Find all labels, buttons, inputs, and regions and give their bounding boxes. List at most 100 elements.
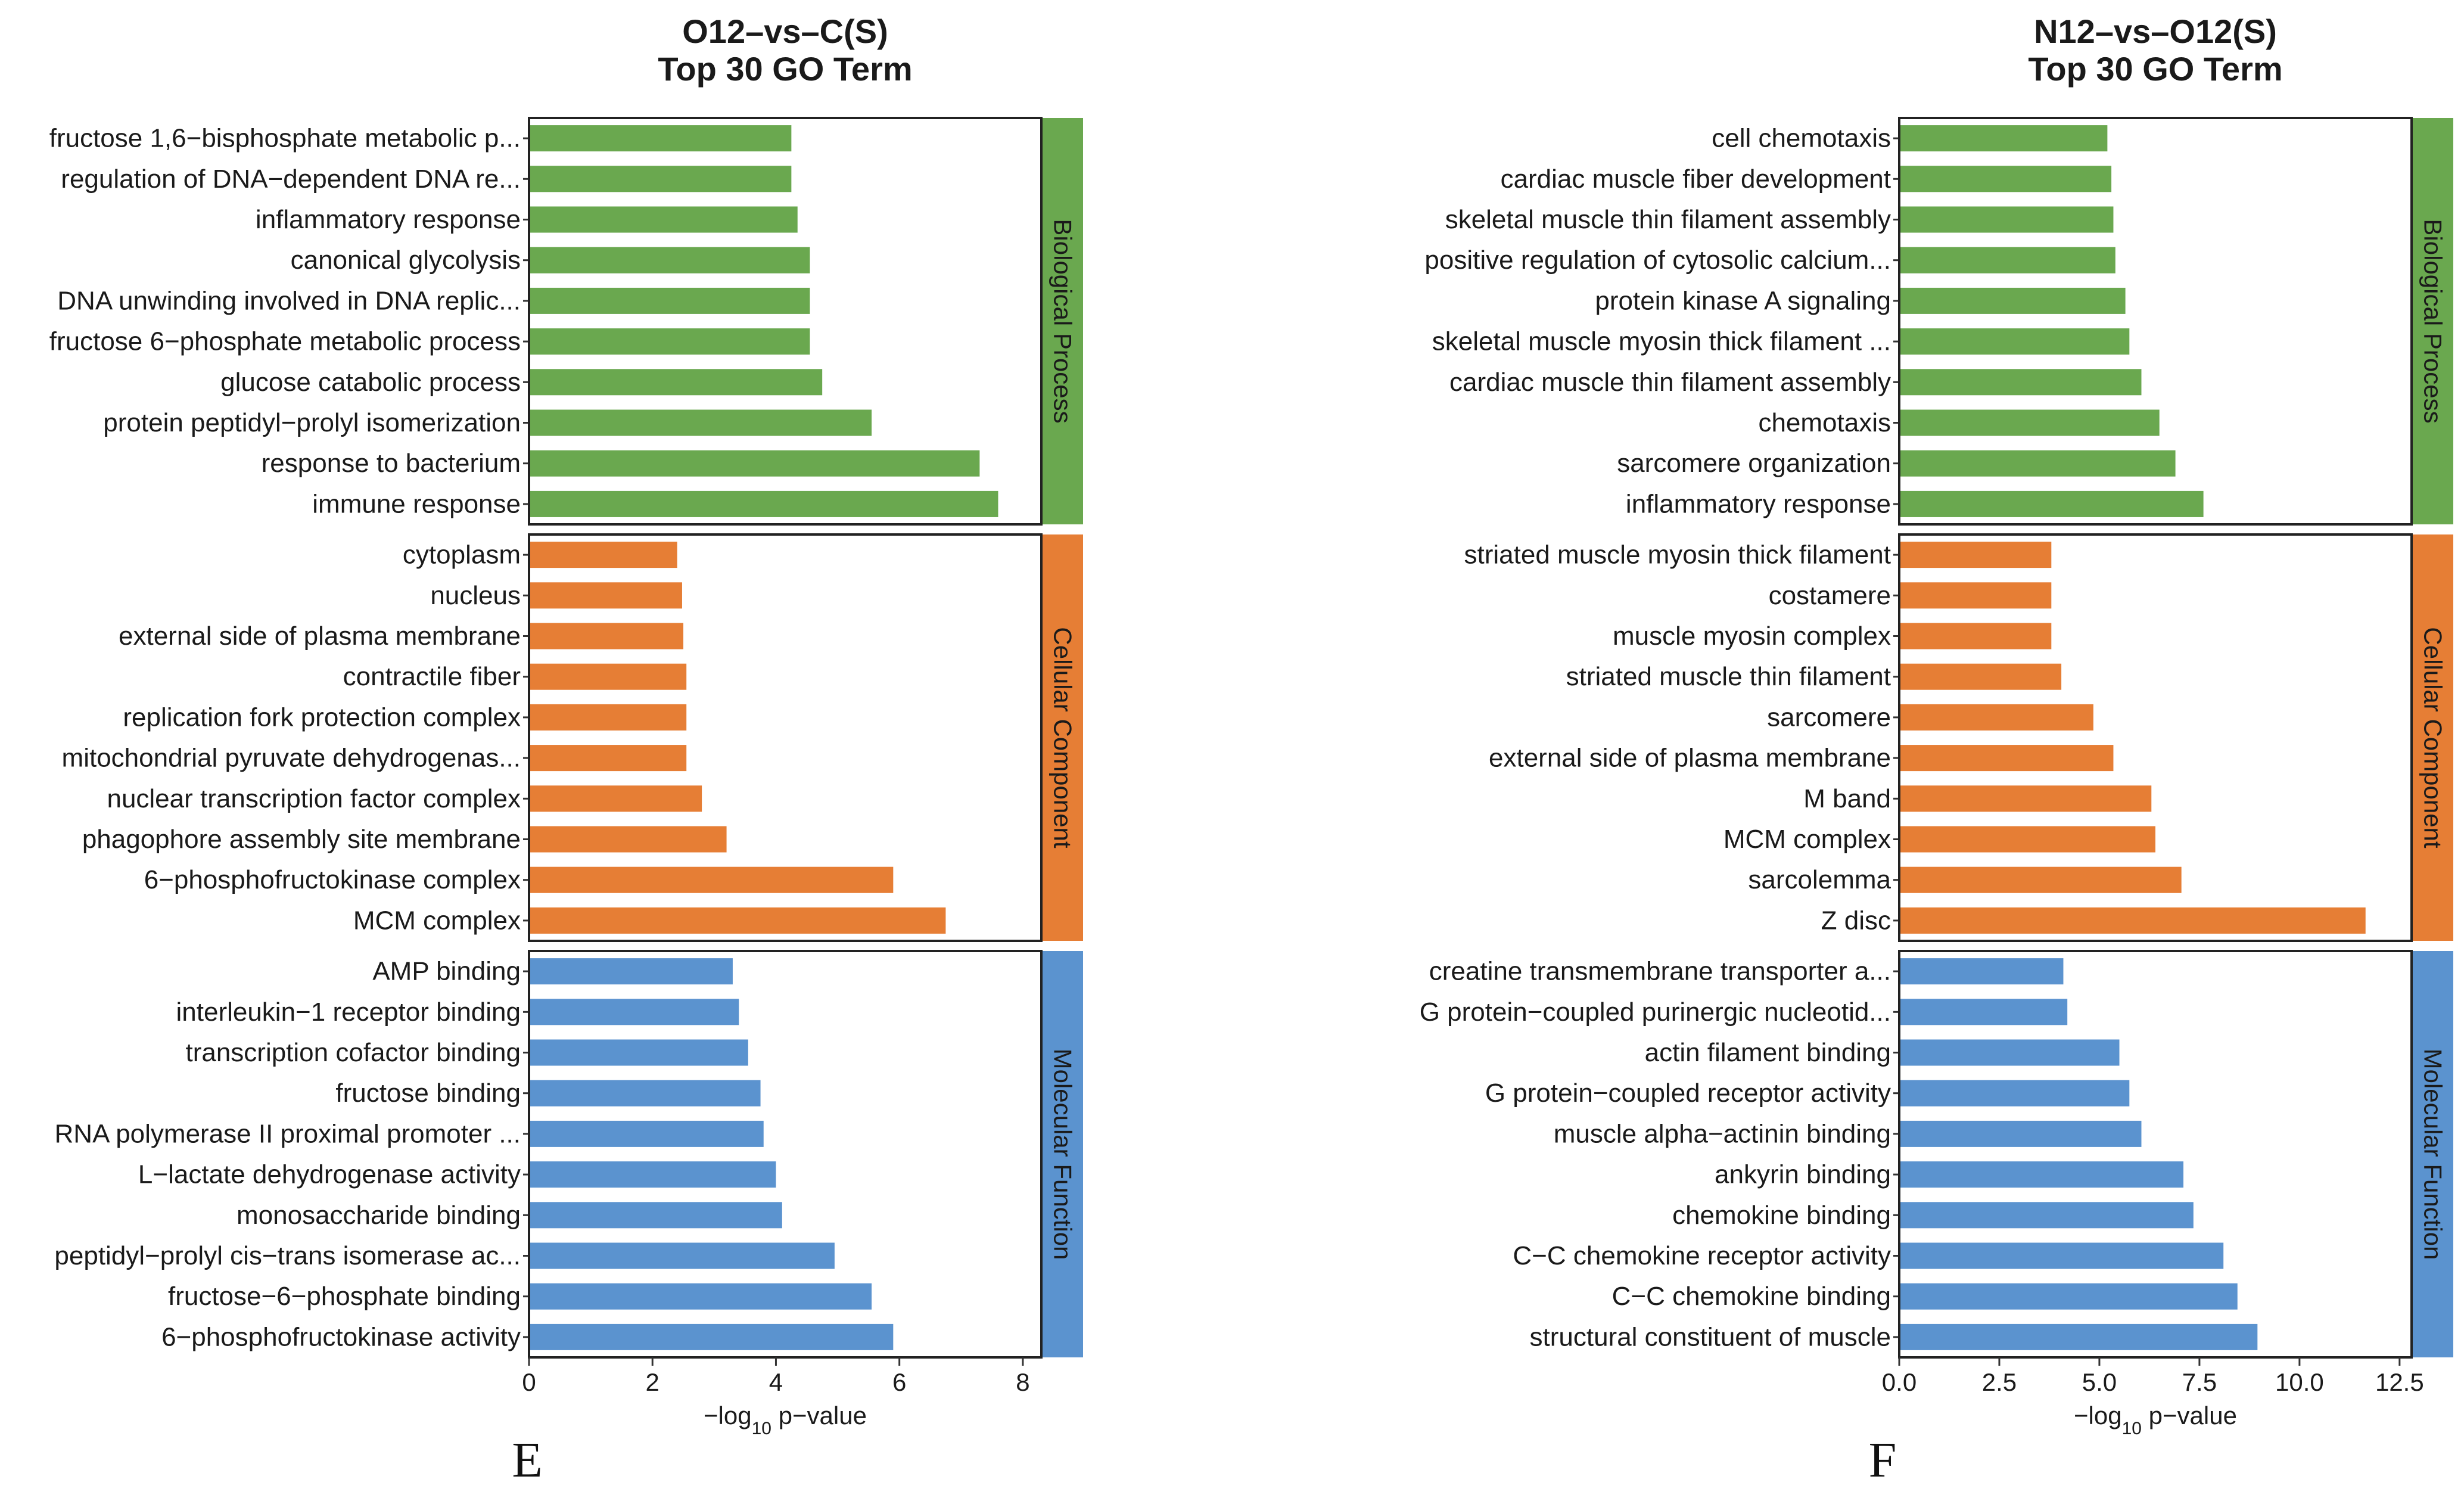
bar [529, 369, 823, 396]
category-label: external side of plasma membrane [119, 621, 521, 651]
bar [529, 1323, 894, 1350]
bar [1899, 623, 2052, 649]
category-label: C−C chemokine binding [1612, 1282, 1891, 1311]
facet-strip [1043, 118, 1083, 524]
category-label: MCM complex [1723, 825, 1891, 854]
bar [529, 409, 872, 436]
bar [529, 1161, 776, 1188]
category-label: protein kinase A signaling [1595, 286, 1891, 315]
bar [529, 542, 677, 568]
category-label: creatine transmembrane transporter a... [1429, 957, 1891, 986]
category-label: interleukin−1 receptor binding [176, 997, 521, 1027]
category-label: L−lactate dehydrogenase activity [138, 1160, 521, 1189]
facet-strip-label: Cellular Component [1049, 627, 1077, 849]
bar [529, 1080, 761, 1107]
facet-panel-border [1898, 117, 2413, 526]
x-tick-label: 6 [892, 1368, 906, 1396]
facet-panel-border [1898, 533, 2413, 942]
facet-panel-border [1898, 950, 2413, 1359]
category-label: skeletal muscle thin filament assembly [1445, 205, 1891, 234]
bar [1899, 745, 2114, 772]
x-tick-label: 5.0 [2082, 1368, 2117, 1396]
category-label: nuclear transcription factor complex [107, 784, 521, 813]
chart-subtitle: Top 30 GO Term [658, 50, 912, 88]
category-label: fructose−6−phosphate binding [168, 1282, 521, 1311]
facet-cellular-component: cytoplasm nucleus external side of plasma … [62, 533, 1083, 942]
category-label: structural constituent of muscle [1530, 1322, 1891, 1351]
panel-letter: F [1869, 1432, 1897, 1488]
bar [529, 958, 733, 985]
bar [1899, 1039, 2120, 1066]
category-label: nucleus [430, 581, 521, 610]
bar [529, 206, 798, 233]
bar [1899, 369, 2142, 396]
chart-2: N12–vs–O12(S)Top 30 GO Term cell chemotax… [1420, 13, 2453, 1488]
bar [529, 663, 687, 690]
category-label: inflammatory response [1626, 489, 1891, 518]
category-label: striated muscle myosin thick filament [1464, 540, 1891, 570]
bar [529, 704, 687, 731]
category-label: actin filament binding [1645, 1038, 1891, 1067]
category-label: transcription cofactor binding [185, 1038, 521, 1067]
bar [1899, 1120, 2142, 1147]
bar [1899, 1323, 2258, 1350]
bar [529, 247, 810, 274]
bar [1899, 125, 2108, 152]
category-label: 6−phosphofructokinase complex [144, 865, 521, 894]
bar [1899, 1080, 2130, 1107]
facet-panel-border [528, 950, 1043, 1359]
bar [1899, 826, 2155, 853]
x-tick-label: 0.0 [1882, 1368, 1917, 1396]
category-label: G protein−coupled receptor activity [1485, 1079, 1891, 1108]
bar [1899, 1202, 2194, 1229]
category-label: skeletal muscle myosin thick filament ..… [1432, 327, 1891, 356]
facet-strip [2413, 534, 2453, 941]
category-label: M band [1803, 784, 1891, 813]
x-tick-label: 12.5 [2375, 1368, 2424, 1396]
x-tick-label: 2.5 [1982, 1368, 2017, 1396]
x-tick-label: 10.0 [2275, 1368, 2324, 1396]
bar [1899, 958, 2064, 985]
bar [1899, 663, 2062, 690]
category-label: mitochondrial pyruvate dehydrogenas... [62, 744, 521, 773]
facet-strip [1043, 951, 1083, 1357]
category-label: glucose catabolic process [220, 368, 521, 397]
bar [1899, 704, 2093, 731]
facet-strip [2413, 118, 2453, 524]
bar [529, 745, 687, 772]
bar [1899, 409, 2160, 436]
category-label: fructose 6−phosphate metabolic process [49, 327, 521, 356]
bar [1899, 582, 2052, 609]
x-tick-label: 7.5 [2182, 1368, 2217, 1396]
bar [1899, 785, 2152, 812]
facet-strip [2413, 951, 2453, 1357]
chart-title: O12–vs–C(S) [682, 13, 888, 50]
facet-biological-process: cell chemotaxis cardiac muscle fiber deve… [1424, 117, 2453, 526]
bar [529, 1039, 748, 1066]
bar [529, 1242, 835, 1269]
bar [529, 907, 946, 934]
facet-panel-border [528, 117, 1043, 526]
chart-subtitle: Top 30 GO Term [2028, 50, 2282, 88]
category-label: sarcomere [1767, 703, 1891, 732]
bar [529, 785, 702, 812]
bar [1899, 542, 2052, 568]
category-label: ankyrin binding [1715, 1160, 1891, 1189]
x-tick-label: 8 [1016, 1368, 1029, 1396]
bar [1899, 1161, 2184, 1188]
bar [529, 623, 684, 649]
panel-letter: E [512, 1432, 542, 1488]
category-label: monosaccharide binding [237, 1201, 521, 1230]
bar [529, 582, 682, 609]
category-label: sarcolemma [1748, 865, 1891, 894]
category-label: phagophore assembly site membrane [82, 825, 521, 854]
facet-molecular-function: creatine transmembrane transporter a... G… [1420, 950, 2453, 1359]
bar [1899, 450, 2176, 477]
facet-strip-label: Molecular Function [2419, 1049, 2447, 1260]
category-label: cardiac muscle thin filament assembly [1449, 368, 1891, 397]
category-label: external side of plasma membrane [1489, 744, 1891, 773]
facet-strip [1043, 534, 1083, 941]
category-label: contractile fiber [343, 662, 521, 691]
facet-strip-label: Biological Process [2419, 219, 2447, 423]
